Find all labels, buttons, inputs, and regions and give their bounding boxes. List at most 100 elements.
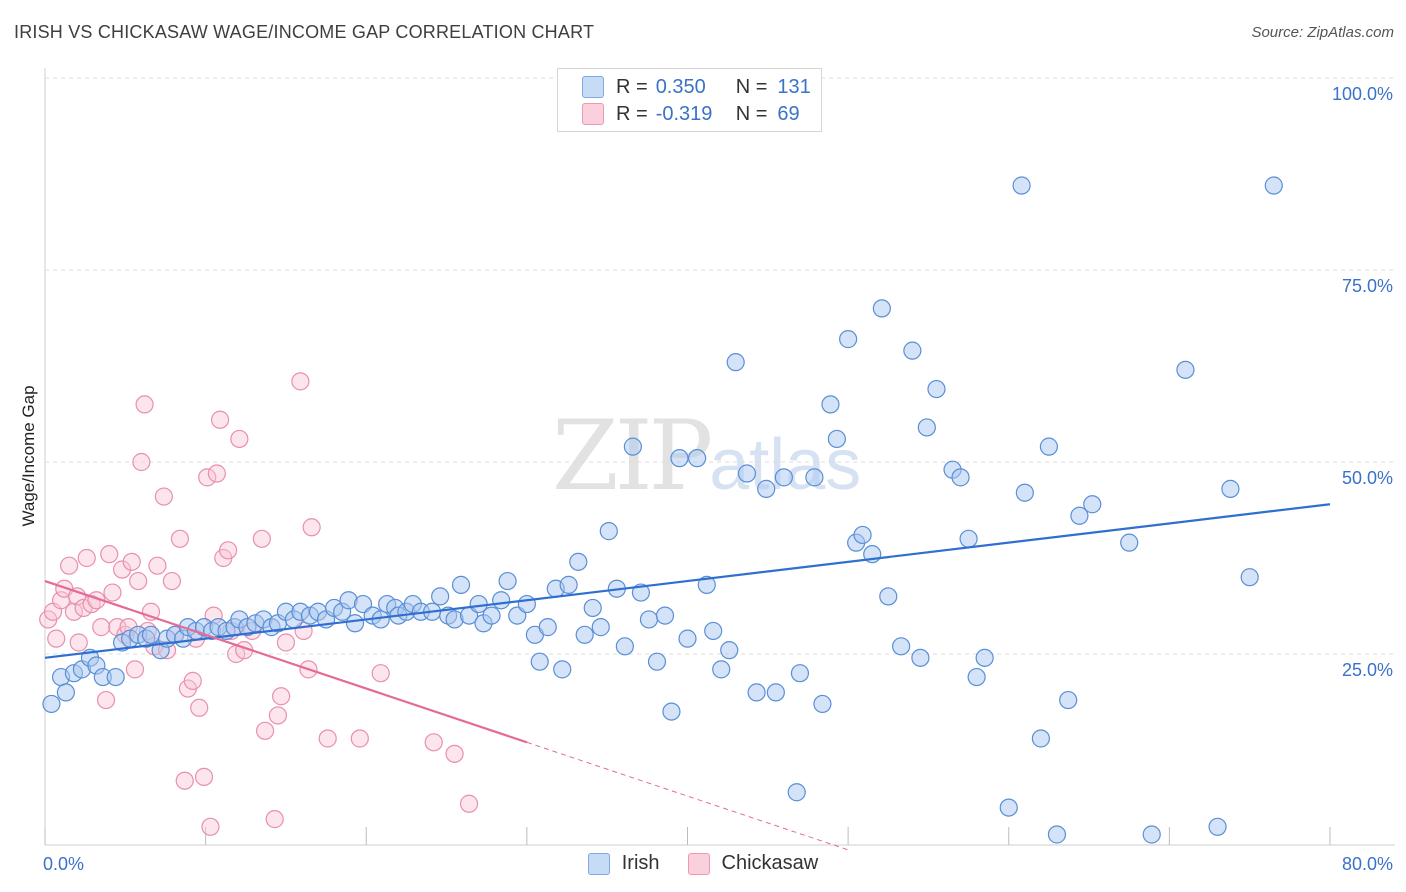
chickasaw-point [148,556,167,575]
irish-point [345,614,365,633]
chickasaw-point [272,687,291,706]
chickasaw-point [230,429,249,449]
chickasaw-point [268,706,288,725]
irish-point [839,330,858,349]
chickasaw-point [100,545,119,564]
chickasaw-point [318,729,337,748]
chickasaw-point [47,629,66,648]
series-swatch-irish [587,852,610,875]
chickasaw-point [207,464,226,483]
irish-point [141,625,161,644]
chickasaw-point [276,633,296,652]
legend-r-label: R = [616,102,648,125]
chickasaw-point [162,571,181,591]
irish-trend-line [44,503,1331,659]
irish-point [530,652,549,671]
chickasaw-point [132,452,151,472]
y-tick-label: 100.0% [1332,84,1393,104]
irish-point [747,683,766,702]
chickasaw-point [445,744,464,763]
irish-point [1059,690,1078,710]
irish-point [553,660,572,679]
irish-point [569,552,588,571]
irish-point [757,479,776,498]
irish-point [766,683,785,702]
irish-point [959,529,978,548]
irish-point [647,652,667,671]
irish-point [655,606,675,625]
irish-point [623,437,642,456]
irish-point [975,648,994,667]
legend-n-label: N = [735,75,768,98]
irish-point [670,449,689,468]
legend-swatch-irish [582,76,604,98]
irish-point [720,641,739,660]
series-legend: Irish Chickasaw [0,852,1406,875]
series-legend-irish[interactable]: Irish [587,852,660,875]
irish-point [591,618,610,637]
irish-point [712,660,731,679]
chickasaw-point [59,556,79,575]
chickasaw-point [122,552,141,571]
irish-point [1176,360,1195,379]
legend-row-irish: R = 0.350 N = 131 [582,75,811,99]
irish-point [615,637,634,656]
irish-point [892,637,911,656]
chickasaw-point [170,529,190,548]
irish-point [917,418,936,437]
chickasaw-point [194,767,214,786]
y-tick-label: 75.0% [1342,276,1393,296]
irish-point [879,587,898,606]
chickasaw-point [302,518,321,537]
irish-point [1240,568,1259,587]
irish-point [678,629,697,648]
chickasaw-point [198,468,217,487]
chickasaw-point [112,560,132,579]
irish-point [1039,437,1059,456]
legend-row-chickasaw: R = -0.319 N = 69 [582,102,800,126]
chickasaw-point [96,690,116,710]
irish-point [1012,176,1031,195]
chickasaw-point [190,698,209,717]
correlation-legend: R = 0.350 N = 131 R = -0.319 N = 69 [557,68,822,132]
chickasaw-point [219,541,238,560]
chickasaw-point [103,583,122,602]
legend-r-label: R = [616,75,648,98]
irish-point [790,664,810,683]
irish-point [951,468,970,487]
chickasaw-point [183,671,202,690]
irish-point [853,525,872,545]
irish-point [903,341,922,360]
chickasaw-point [135,395,154,414]
chart-title: IRISH VS CHICKASAW WAGE/INCOME GAP CORRE… [14,22,595,42]
y-tick-label: 25.0% [1342,660,1393,680]
irish-point [639,610,659,629]
irish-point [999,798,1018,817]
chickasaw-point [252,529,271,548]
irish-point [1083,495,1102,514]
legend-r-value: -0.319 [655,102,713,125]
legend-swatch-chickasaw [582,103,604,125]
irish-point [805,468,824,487]
irish-point [1015,483,1034,502]
irish-point [967,667,986,687]
irish-point [774,468,793,487]
chickasaw-point [371,664,390,683]
series-label-chickasaw: Chickasaw [721,852,819,874]
chickasaw-point [291,372,310,391]
irish-point [827,429,846,449]
legend-n-value: 131 [777,75,811,98]
irish-point [1208,817,1227,836]
legend-n-label: N = [735,102,768,125]
irish-point [821,395,840,414]
series-legend-chickasaw[interactable]: Chickasaw [687,852,819,875]
series-swatch-chickasaw [687,852,710,875]
chickasaw-trend-line [44,579,528,744]
irish-point [662,702,681,721]
irish-point [106,667,125,687]
irish-point [498,571,517,591]
legend-n-value: 69 [777,102,800,125]
irish-point [575,625,594,644]
irish-point [737,464,757,483]
irish-point [1142,825,1161,844]
